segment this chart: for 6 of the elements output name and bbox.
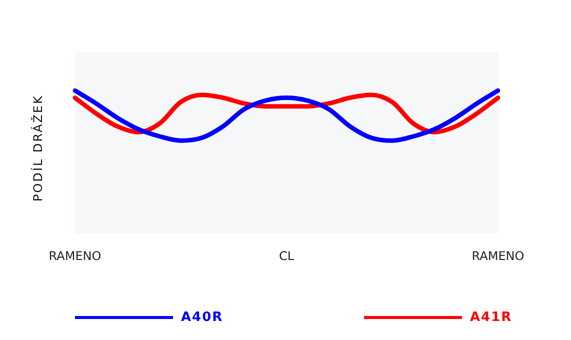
- y-axis-title: PODÍL DRÁŽEK: [31, 94, 45, 202]
- x-tick-label: RAMENO: [48, 248, 102, 263]
- text: A41R: [470, 310, 512, 325]
- text: A40R: [181, 310, 224, 325]
- x-tick-label: CL: [278, 248, 294, 263]
- x-tick-label: RAMENO: [472, 248, 524, 263]
